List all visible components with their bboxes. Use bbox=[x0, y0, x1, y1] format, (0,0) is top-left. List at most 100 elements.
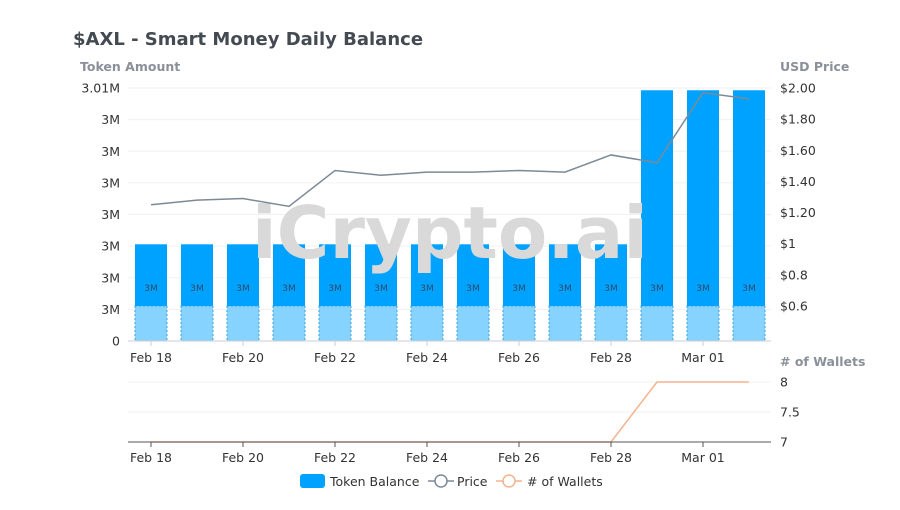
x-tick-label: Mar 01 bbox=[681, 350, 724, 365]
left-tick-label: 3M bbox=[101, 270, 120, 285]
bar[interactable] bbox=[411, 244, 443, 306]
price-point[interactable] bbox=[609, 153, 613, 157]
bar[interactable] bbox=[641, 90, 673, 306]
price-point[interactable] bbox=[701, 91, 705, 95]
lower-x-tick-label: Feb 28 bbox=[590, 450, 632, 465]
bar-base-segment[interactable] bbox=[456, 305, 490, 342]
bar[interactable] bbox=[687, 90, 719, 306]
bar-base-segment[interactable] bbox=[732, 305, 766, 342]
bar-base-segment[interactable] bbox=[686, 305, 720, 342]
price-point[interactable] bbox=[195, 198, 199, 202]
bar-base-segment[interactable] bbox=[272, 305, 306, 342]
left-tick-label: 3M bbox=[101, 175, 120, 190]
bar[interactable] bbox=[135, 244, 167, 306]
bar-data-label: 3M bbox=[328, 284, 342, 294]
bar[interactable] bbox=[227, 244, 259, 306]
wallets-point[interactable] bbox=[655, 380, 659, 384]
bar-data-label: 3M bbox=[190, 284, 204, 294]
bar-base-segment[interactable] bbox=[410, 305, 444, 342]
price-point[interactable] bbox=[517, 169, 521, 173]
bar-data-label: 3M bbox=[236, 284, 250, 294]
wallets-point[interactable] bbox=[701, 380, 705, 384]
lower-x-tick-label: Feb 24 bbox=[406, 450, 448, 465]
legend-marker-price[interactable] bbox=[434, 474, 448, 488]
bar-data-label: 3M bbox=[604, 284, 618, 294]
legend: Token Balance Price # of Wallets bbox=[300, 474, 603, 489]
left-axis-title: Token Amount bbox=[80, 59, 180, 74]
lower-x-tick-label: Feb 26 bbox=[498, 450, 540, 465]
bar-data-label: 3M bbox=[558, 284, 572, 294]
bar[interactable] bbox=[181, 244, 213, 306]
bar[interactable] bbox=[733, 90, 765, 306]
bar-base-segment[interactable] bbox=[640, 305, 674, 342]
right-tick-label: $1.60 bbox=[780, 143, 816, 158]
bar[interactable] bbox=[503, 244, 535, 306]
chart-title: $AXL - Smart Money Daily Balance bbox=[73, 29, 423, 50]
axes-layer bbox=[128, 340, 771, 447]
price-point[interactable] bbox=[149, 203, 153, 207]
bar[interactable] bbox=[549, 244, 581, 306]
bar-base-segment[interactable] bbox=[180, 305, 214, 342]
legend-marker-wallets[interactable] bbox=[502, 474, 516, 488]
left-tick-label: 3M bbox=[101, 239, 120, 254]
right-tick-label: $2.00 bbox=[780, 81, 816, 96]
bar-data-label: 3M bbox=[466, 284, 480, 294]
bar[interactable] bbox=[365, 244, 397, 306]
lower-x-tick-label: Feb 22 bbox=[314, 450, 356, 465]
bar-data-label: 3M bbox=[282, 284, 296, 294]
price-point[interactable] bbox=[287, 204, 291, 208]
bar-data-label: 3M bbox=[144, 284, 158, 294]
bar-base-segment[interactable] bbox=[502, 305, 536, 342]
bar[interactable] bbox=[595, 244, 627, 306]
ticks-layer: 0 3M 3M 3M 3M 3M 3M 3M 3.01M $0.6 $0.8 $1 $1.20 $1.40… bbox=[81, 81, 815, 466]
price-point[interactable] bbox=[379, 173, 383, 177]
price-point[interactable] bbox=[747, 97, 751, 101]
left-tick-label: 3M bbox=[101, 144, 120, 159]
bar-base-segment[interactable] bbox=[226, 305, 260, 342]
bar-data-label: 3M bbox=[420, 284, 434, 294]
price-point[interactable] bbox=[425, 170, 429, 174]
right-tick-label: $1.20 bbox=[780, 205, 816, 220]
right-tick-label: $1.80 bbox=[780, 112, 816, 127]
left-tick-label: 3M bbox=[101, 112, 120, 127]
bar-data-label: 3M bbox=[650, 284, 664, 294]
bar-base-segment[interactable] bbox=[594, 305, 628, 342]
bar-base-segment[interactable] bbox=[548, 305, 582, 342]
wallets-point[interactable] bbox=[747, 380, 751, 384]
price-point[interactable] bbox=[471, 170, 475, 174]
lower-axis-title: # of Wallets bbox=[780, 354, 865, 369]
bar[interactable] bbox=[273, 244, 305, 306]
left-tick-label: 3.01M bbox=[81, 81, 120, 96]
legend-label-token-balance[interactable]: Token Balance bbox=[329, 474, 420, 489]
x-tick-label: Feb 26 bbox=[498, 350, 540, 365]
bar-base-segment[interactable] bbox=[364, 305, 398, 342]
lower-right-tick-label: 8 bbox=[780, 375, 788, 390]
bar-base-segment[interactable] bbox=[318, 305, 352, 342]
right-tick-label: $0.6 bbox=[780, 299, 808, 314]
bar-base-segment[interactable] bbox=[134, 305, 168, 342]
price-point[interactable] bbox=[563, 170, 567, 174]
legend-label-wallets[interactable]: # of Wallets bbox=[527, 474, 603, 489]
lower-x-tick-label: Mar 01 bbox=[681, 450, 724, 465]
bar-labels-layer: 3M 3M 3M 3M 3M 3M 3M 3M 3M 3M 3M 3M 3M 3M bbox=[144, 284, 756, 294]
bar-data-label: 3M bbox=[374, 284, 388, 294]
right-tick-label: $1.40 bbox=[780, 174, 816, 189]
x-tick-label: Feb 28 bbox=[590, 350, 632, 365]
legend-swatch-token-balance[interactable] bbox=[300, 474, 325, 488]
price-point[interactable] bbox=[241, 197, 245, 201]
bar-data-label: 3M bbox=[696, 284, 710, 294]
left-tick-label: 3M bbox=[101, 207, 120, 222]
bar[interactable] bbox=[457, 244, 489, 306]
watermark: iCrypto.ai bbox=[252, 191, 648, 275]
price-point[interactable] bbox=[655, 161, 659, 165]
right-axis-title: USD Price bbox=[780, 59, 849, 74]
price-line[interactable] bbox=[150, 91, 750, 208]
bar[interactable] bbox=[319, 244, 351, 306]
legend-label-price[interactable]: Price bbox=[457, 474, 488, 489]
price-point[interactable] bbox=[333, 169, 337, 173]
left-tick-label: 3M bbox=[101, 302, 120, 317]
lower-x-tick-label: Feb 18 bbox=[130, 450, 172, 465]
bar-data-label: 3M bbox=[742, 284, 756, 294]
lower-right-tick-label: 7.5 bbox=[780, 405, 800, 420]
